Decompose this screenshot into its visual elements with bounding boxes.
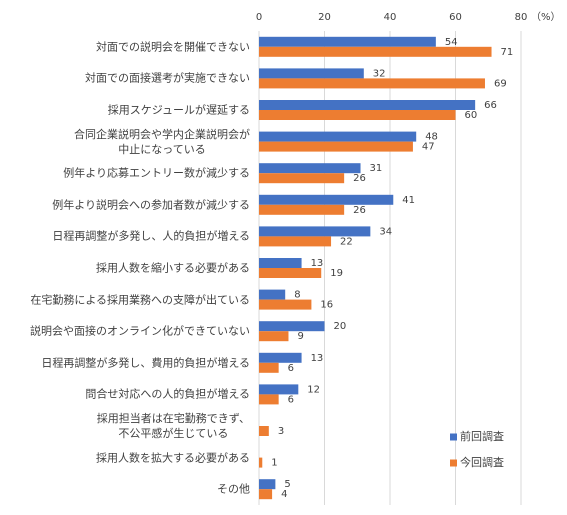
category-label: 在宅勤務による採用業務への支障が出ている (30, 293, 250, 307)
category-label: 合同企業説明会や学内企業説明会が 中止になっている (74, 127, 250, 156)
bar (259, 110, 456, 120)
bar (259, 141, 413, 152)
bar (259, 352, 302, 363)
value-label: 54 (445, 37, 458, 48)
value-label: 26 (353, 173, 366, 184)
bar (259, 131, 417, 142)
category-label: 対面での説明会を開催できない (96, 40, 250, 54)
category-label: その他 (217, 482, 250, 496)
value-label: 8 (294, 290, 300, 301)
legend-label: 前回調査 (460, 429, 504, 443)
bar (259, 426, 269, 436)
category-label: 問合せ対応への人的負担が増える (85, 387, 250, 401)
bar (259, 36, 436, 47)
value-label: 66 (484, 100, 497, 111)
x-tick-label: 80 (515, 12, 528, 23)
bar (259, 384, 299, 395)
bar (259, 173, 345, 184)
value-label: 69 (494, 78, 507, 89)
x-tick-label: 0 (256, 12, 262, 23)
category-label: 採用スケジュールが遅延する (107, 103, 250, 117)
value-label: 5 (284, 479, 290, 490)
value-label: 16 (320, 300, 333, 311)
bar (259, 299, 312, 310)
x-tick-label: 20 (318, 12, 331, 23)
value-label: 31 (370, 163, 383, 174)
value-label: 34 (379, 226, 392, 237)
value-label: 12 (307, 384, 320, 395)
bar (259, 479, 276, 490)
value-label: 48 (425, 132, 438, 143)
value-label: 1 (271, 458, 277, 469)
value-label: 71 (501, 47, 514, 58)
value-label: 60 (465, 110, 478, 121)
bar (259, 226, 371, 237)
category-label: 例年より説明会への参加者数が減少する (52, 198, 250, 212)
bar (259, 362, 279, 373)
value-label: 6 (288, 394, 294, 405)
bar (259, 489, 273, 500)
bar (259, 236, 332, 247)
category-label: 説明会や面接のオンライン化ができていない (30, 324, 250, 338)
bar (259, 194, 394, 205)
bar (259, 289, 286, 300)
bar (259, 204, 345, 215)
x-tick-label: 60 (449, 12, 462, 23)
bar (259, 268, 322, 278)
category-label: 対面での面接選考が実施できない (85, 71, 250, 85)
legend-swatch (450, 459, 457, 467)
x-unit: （%） (531, 11, 561, 23)
bar (259, 394, 279, 405)
bar (259, 78, 485, 89)
bar (259, 46, 492, 57)
legend-swatch (450, 433, 457, 441)
bar (259, 100, 476, 110)
bar (259, 163, 361, 174)
category-label: 例年より応募エントリー数が減少する (63, 166, 250, 180)
category-label: 日程再調整が多発し、人的負担が増える (52, 229, 250, 243)
value-label: 4 (281, 489, 287, 500)
bar (259, 331, 289, 342)
value-label: 13 (311, 258, 324, 269)
value-label: 13 (311, 353, 324, 364)
bar (259, 457, 263, 468)
category-label: 日程再調整が多発し、費用的負担が増える (41, 356, 250, 370)
value-label: 3 (278, 426, 284, 437)
value-label: 26 (353, 205, 366, 216)
category-label: 採用人数を拡大する必要がある (96, 451, 250, 465)
value-label: 9 (297, 331, 303, 342)
category-label: 採用担当者は在宅勤務できず、 不公平感が生じている (96, 412, 250, 440)
value-label: 47 (422, 142, 435, 153)
value-label: 41 (402, 195, 415, 206)
value-label: 20 (334, 321, 347, 332)
category-label: 採用人数を縮小する必要がある (96, 261, 250, 275)
value-label: 22 (340, 236, 353, 247)
value-label: 32 (373, 68, 386, 79)
x-tick-label: 40 (384, 12, 397, 23)
legend-label: 今回調査 (460, 455, 504, 469)
value-label: 19 (330, 268, 343, 279)
value-label: 6 (288, 363, 294, 374)
bar (259, 321, 325, 332)
bar (259, 68, 364, 79)
bar (259, 258, 302, 268)
